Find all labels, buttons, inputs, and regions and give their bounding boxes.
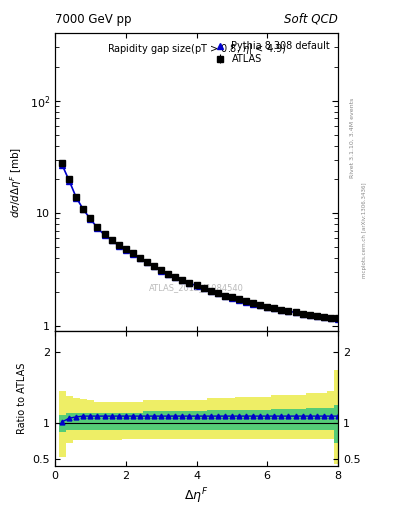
Pythia 8.308 default [180,277,185,283]
Pythia 8.308 default [279,307,284,313]
Y-axis label: Ratio to ATLAS: Ratio to ATLAS [17,362,27,434]
Pythia 8.308 default [222,293,227,299]
Pythia 8.308 default [152,263,156,269]
Legend: Pythia 8.308 default, ATLAS: Pythia 8.308 default, ATLAS [210,38,333,67]
Pythia 8.308 default [74,195,79,201]
Pythia 8.308 default [116,243,121,249]
Pythia 8.308 default [321,314,326,320]
Pythia 8.308 default [201,285,206,291]
Pythia 8.308 default [300,311,305,317]
Pythia 8.308 default [102,232,107,238]
Pythia 8.308 default [230,294,234,301]
Pythia 8.308 default [173,274,178,281]
Pythia 8.308 default [123,246,128,252]
Pythia 8.308 default [159,268,163,274]
Pythia 8.308 default [95,225,100,231]
Pythia 8.308 default [244,298,248,305]
Pythia 8.308 default [60,162,64,168]
Pythia 8.308 default [336,316,340,322]
Pythia 8.308 default [194,283,199,289]
Pythia 8.308 default [88,216,93,222]
X-axis label: $\Delta\eta^F$: $\Delta\eta^F$ [184,486,209,506]
Pythia 8.308 default [265,304,270,310]
Pythia 8.308 default [286,308,291,314]
Text: 7000 GeV pp: 7000 GeV pp [55,13,132,26]
Text: Soft QCD: Soft QCD [284,13,338,26]
Text: Rapidity gap size(pT > 0.8, $\eta$| < 4.9): Rapidity gap size(pT > 0.8, $\eta$| < 4.… [107,42,286,56]
Pythia 8.308 default [138,255,142,262]
Pythia 8.308 default [307,312,312,318]
Text: mcplots.cern.ch [arXiv:1306.3436]: mcplots.cern.ch [arXiv:1306.3436] [362,183,367,278]
Pythia 8.308 default [208,288,213,294]
Text: ATLAS_2012_I1084540: ATLAS_2012_I1084540 [149,283,244,292]
Pythia 8.308 default [130,251,135,257]
Pythia 8.308 default [272,305,277,311]
Pythia 8.308 default [67,178,72,184]
Pythia 8.308 default [145,259,149,265]
Pythia 8.308 default [109,237,114,243]
Pythia 8.308 default [237,296,241,303]
Pythia 8.308 default [251,301,255,307]
Pythia 8.308 default [314,313,319,319]
Pythia 8.308 default [215,290,220,296]
Pythia 8.308 default [187,280,192,286]
Pythia 8.308 default [166,271,171,277]
Y-axis label: $d\sigma / d\Delta\eta^F$ [mb]: $d\sigma / d\Delta\eta^F$ [mb] [8,146,24,218]
Pythia 8.308 default [258,303,263,309]
Pythia 8.308 default [293,309,298,315]
Line: Pythia 8.308 default: Pythia 8.308 default [59,162,341,322]
Pythia 8.308 default [81,206,86,212]
Text: Rivet 3.1.10, 3.4M events: Rivet 3.1.10, 3.4M events [350,98,355,178]
Pythia 8.308 default [329,315,333,321]
